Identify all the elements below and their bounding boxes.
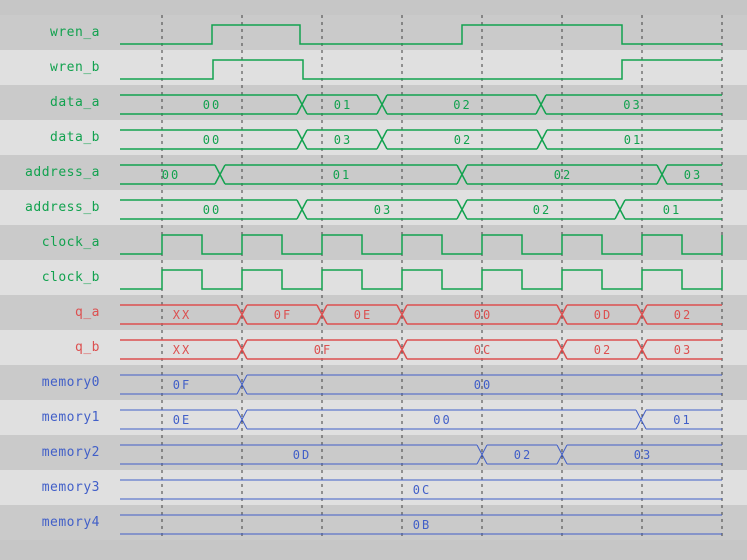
signal-label-memory1[interactable]: memory1 — [41, 410, 100, 425]
bus-value-memory1: 01 — [673, 413, 691, 427]
bus-value-q_b: 03 — [674, 343, 692, 357]
signal-label-q_a[interactable]: q_a — [75, 305, 100, 320]
wave-line-wren_b — [120, 59, 722, 80]
signal-label-data_a[interactable]: data_a — [50, 95, 100, 110]
bus-outline-data_a — [120, 94, 722, 115]
bus-value-q_b: 0C — [474, 343, 492, 357]
wave-q_a[interactable]: XX 0F 0E 00 0D 02 — [120, 304, 722, 325]
wave-memory2[interactable]: 0D 02 03 — [120, 444, 722, 465]
bus-outline-memory3 — [120, 479, 722, 500]
bus-value-memory4: 0B — [413, 518, 431, 532]
signal-label-clock_a[interactable]: clock_a — [41, 235, 100, 250]
bus-value-q_b: 02 — [594, 343, 612, 357]
bus-value-address_b: 00 — [203, 203, 221, 217]
wave-clock_b[interactable] — [120, 269, 723, 290]
bus-value-q_a: 0D — [594, 308, 612, 322]
wave-memory3[interactable]: 0C — [120, 479, 722, 500]
bus-value-data_a: 02 — [453, 98, 471, 112]
wave-line-clock_a — [120, 234, 723, 255]
bus-value-memory1: 0E — [173, 413, 191, 427]
bus-value-address_a: 02 — [554, 168, 572, 182]
bus-value-q_a: XX — [173, 308, 191, 322]
bus-outline-memory0 — [120, 374, 722, 395]
bus-value-address_a: 03 — [684, 168, 702, 182]
bus-value-address_b: 02 — [533, 203, 551, 217]
wave-data_b[interactable]: 00 03 02 01 — [120, 129, 722, 150]
bus-outline-q_b — [120, 339, 722, 360]
signal-label-q_b[interactable]: q_b — [75, 340, 100, 355]
bus-outline-data_b — [120, 129, 722, 150]
bus-value-data_a: 01 — [334, 98, 352, 112]
bus-value-address_a: 00 — [162, 168, 180, 182]
signal-label-memory2[interactable]: memory2 — [41, 445, 100, 460]
bus-value-data_b: 01 — [624, 133, 642, 147]
wave-clock_a[interactable] — [120, 234, 723, 255]
bus-outline-address_b — [120, 199, 722, 220]
bus-value-q_b: XX — [173, 343, 191, 357]
signal-label-wren_a[interactable]: wren_a — [50, 25, 100, 40]
signal-label-data_b[interactable]: data_b — [50, 130, 100, 145]
signal-label-memory3[interactable]: memory3 — [41, 480, 100, 495]
signal-label-wren_b[interactable]: wren_b — [50, 60, 100, 75]
bus-value-data_a: 00 — [203, 98, 221, 112]
bus-value-data_b: 03 — [334, 133, 352, 147]
bus-outline-memory4 — [120, 514, 722, 535]
bus-outline-q_a — [120, 304, 722, 325]
bus-outline-memory1 — [120, 409, 722, 430]
bus-value-address_a: 01 — [333, 168, 351, 182]
bus-value-address_b: 01 — [663, 203, 681, 217]
signal-label-memory0[interactable]: memory0 — [41, 375, 100, 390]
bus-value-memory1: 00 — [433, 413, 451, 427]
wave-address_b[interactable]: 00 03 02 01 — [120, 199, 722, 220]
bus-value-address_b: 03 — [374, 203, 392, 217]
wave-data_a[interactable]: 00 01 02 03 — [120, 94, 722, 115]
wave-wren_b[interactable] — [120, 59, 722, 80]
wave-memory1[interactable]: 0E 00 01 — [120, 409, 722, 430]
wave-line-wren_a — [120, 24, 722, 45]
bus-value-q_a: 0E — [354, 308, 372, 322]
wave-address_a[interactable]: 00 01 02 03 — [120, 164, 722, 185]
bus-value-q_a: 0F — [274, 308, 292, 322]
wave-memory4[interactable]: 0B — [120, 514, 722, 535]
bus-value-data_b: 02 — [454, 133, 472, 147]
bus-value-memory0: 00 — [474, 378, 492, 392]
bus-value-memory2: 02 — [514, 448, 532, 462]
bus-outline-memory2 — [120, 444, 722, 465]
bus-value-memory3: 0C — [413, 483, 431, 497]
bus-outline-address_a — [120, 164, 722, 185]
bus-value-q_a: 02 — [674, 308, 692, 322]
wave-memory0[interactable]: 0F 00 — [120, 374, 722, 395]
bus-value-memory2: 0D — [293, 448, 311, 462]
signal-label-address_a[interactable]: address_a — [25, 165, 100, 180]
bus-value-memory2: 03 — [634, 448, 652, 462]
wave-line-clock_b — [120, 269, 723, 290]
bus-value-q_a: 00 — [474, 308, 492, 322]
signal-label-clock_b[interactable]: clock_b — [41, 270, 100, 285]
bus-value-data_a: 03 — [623, 98, 641, 112]
wave-wren_a[interactable] — [120, 24, 722, 45]
signal-label-address_b[interactable]: address_b — [25, 200, 100, 215]
wave-q_b[interactable]: XX 0F 0C 02 03 — [120, 339, 722, 360]
signal-label-memory4[interactable]: memory4 — [41, 515, 100, 530]
bus-value-memory0: 0F — [173, 378, 191, 392]
bus-value-q_b: 0F — [314, 343, 332, 357]
bus-value-data_b: 00 — [203, 133, 221, 147]
